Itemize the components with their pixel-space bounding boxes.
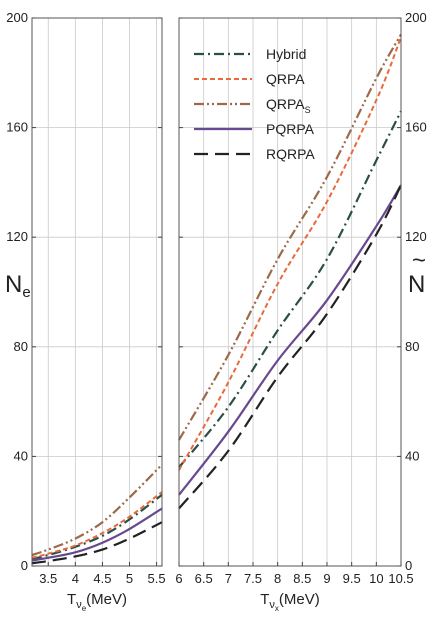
y-tick-label: 120 [405,229,427,244]
x-tick-label: 3.5 [39,571,57,586]
legend-label-qrpa: QRPA [266,71,305,87]
y-tick-label: 40 [14,448,28,463]
legend-label-rqrpa: RQRPA [266,146,315,162]
y-tick-label: 0 [405,558,412,573]
series-line-pqrpa-left [31,507,163,562]
x-tick-label: 9.5 [343,571,361,586]
y-axis-title-accent: ~ [412,247,426,274]
x-tick-label: 6 [175,571,182,586]
y-tick-label: 80 [14,339,28,354]
series-line-qrpa-right [178,36,402,471]
x-tick-label: 7.5 [244,571,262,586]
series-line-pqrpa-right [178,184,402,496]
legend-label-qrpa-s: QRPAS [266,96,311,115]
y-tick-label: 200 [6,10,28,25]
legend-label-hybrid: Hybrid [266,46,306,62]
y-tick-label: 160 [405,120,427,135]
series-line-hybrid-right [178,110,402,469]
series-line-hybrid-left [31,493,163,561]
left-panel: 3.5 4 4.5 5 5.5 0 40 80 120 160 200 [6,10,165,586]
y-tick-label: 0 [21,558,28,573]
plot-frame [178,17,402,567]
legend-label-pqrpa: PQRPA [266,121,315,137]
y-axis-title-left: Ne [5,271,31,301]
y-tick-label: 160 [6,120,28,135]
x-tick-label: 5 [126,571,133,586]
x-tick-label: 7 [225,571,232,586]
series-line-rqrpa-right [178,184,402,510]
y-tick-label: 80 [405,339,419,354]
y-axis-title-right: N [408,271,425,298]
x-tick-label: 9 [323,571,330,586]
series-line-qrpa-left [31,491,163,559]
x-axis-title-right: Tνx(MeV) [260,591,320,613]
x-tick-label: 8.5 [293,571,311,586]
y-tick-label: 40 [405,448,419,463]
x-tick-label: 10.5 [388,571,413,586]
x-tick-label: 6.5 [195,571,213,586]
plot-frame [31,17,163,567]
x-tick-label: 4 [72,571,79,586]
x-tick-label: 8 [274,571,281,586]
series-line-qrpa-s-right [178,33,402,441]
x-tick-label: 10 [369,571,383,586]
axis-labels: Tνe(MeV) Tνx(MeV) Ne N~ [5,247,426,613]
x-tick-label: 4.5 [93,571,111,586]
y-tick-label: 120 [6,229,28,244]
series-line-qrpa-s-left [31,463,163,557]
x-axis-title-left: Tνe(MeV) [67,591,127,613]
right-panel: 6 6.5 7 7.5 8 8.5 9 9.5 10 10.50 40 80 120 160 200 [175,10,426,586]
legend: Hybrid QRPA QRPAS PQRPA RQRPA [194,46,315,162]
x-tick-label: 5.5 [148,571,166,586]
y-tick-label: 200 [405,10,427,25]
